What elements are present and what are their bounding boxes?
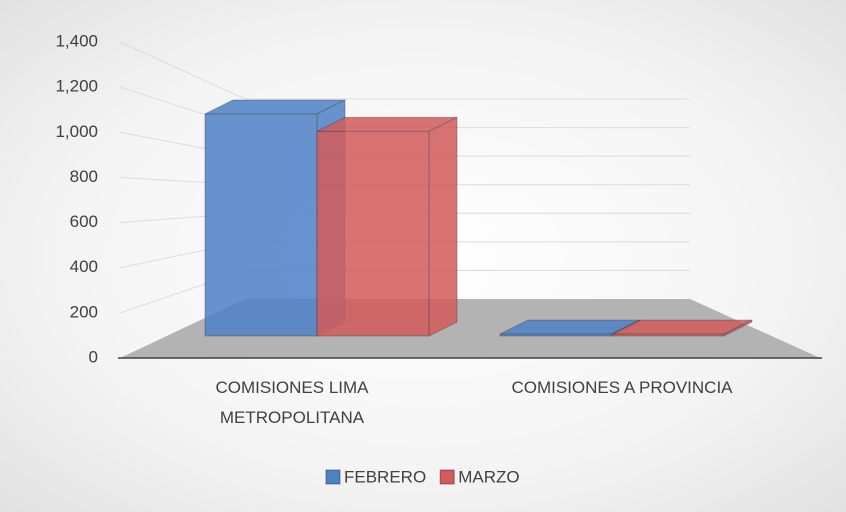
legend-label: FEBRERO <box>344 467 426 486</box>
bar-front <box>611 333 725 337</box>
x-tick-label: COMISIONES LIMA METROPOLITANA <box>215 378 369 427</box>
bar <box>611 319 753 337</box>
y-tick-label: 1,200 <box>55 77 98 96</box>
legend-swatch <box>325 469 341 485</box>
bar-front <box>204 113 318 337</box>
bar-side <box>428 116 458 337</box>
y-tick-label: 400 <box>70 257 98 276</box>
y-tick-label: 1,000 <box>55 122 98 141</box>
y-tick-label: 1,400 <box>55 31 98 50</box>
x-tick-label: COMISIONES A PROVINCIA <box>511 378 733 397</box>
bar-front <box>499 333 613 337</box>
bar-front <box>316 130 430 337</box>
bar <box>316 116 458 337</box>
grid-line <box>119 41 690 100</box>
legend-label: MARZO <box>458 467 519 486</box>
y-tick-label: 800 <box>70 167 98 186</box>
y-tick-label: 600 <box>70 212 98 231</box>
legend-swatch <box>439 469 455 485</box>
y-tick-label: 200 <box>70 302 98 321</box>
y-tick-label: 0 <box>89 347 98 366</box>
